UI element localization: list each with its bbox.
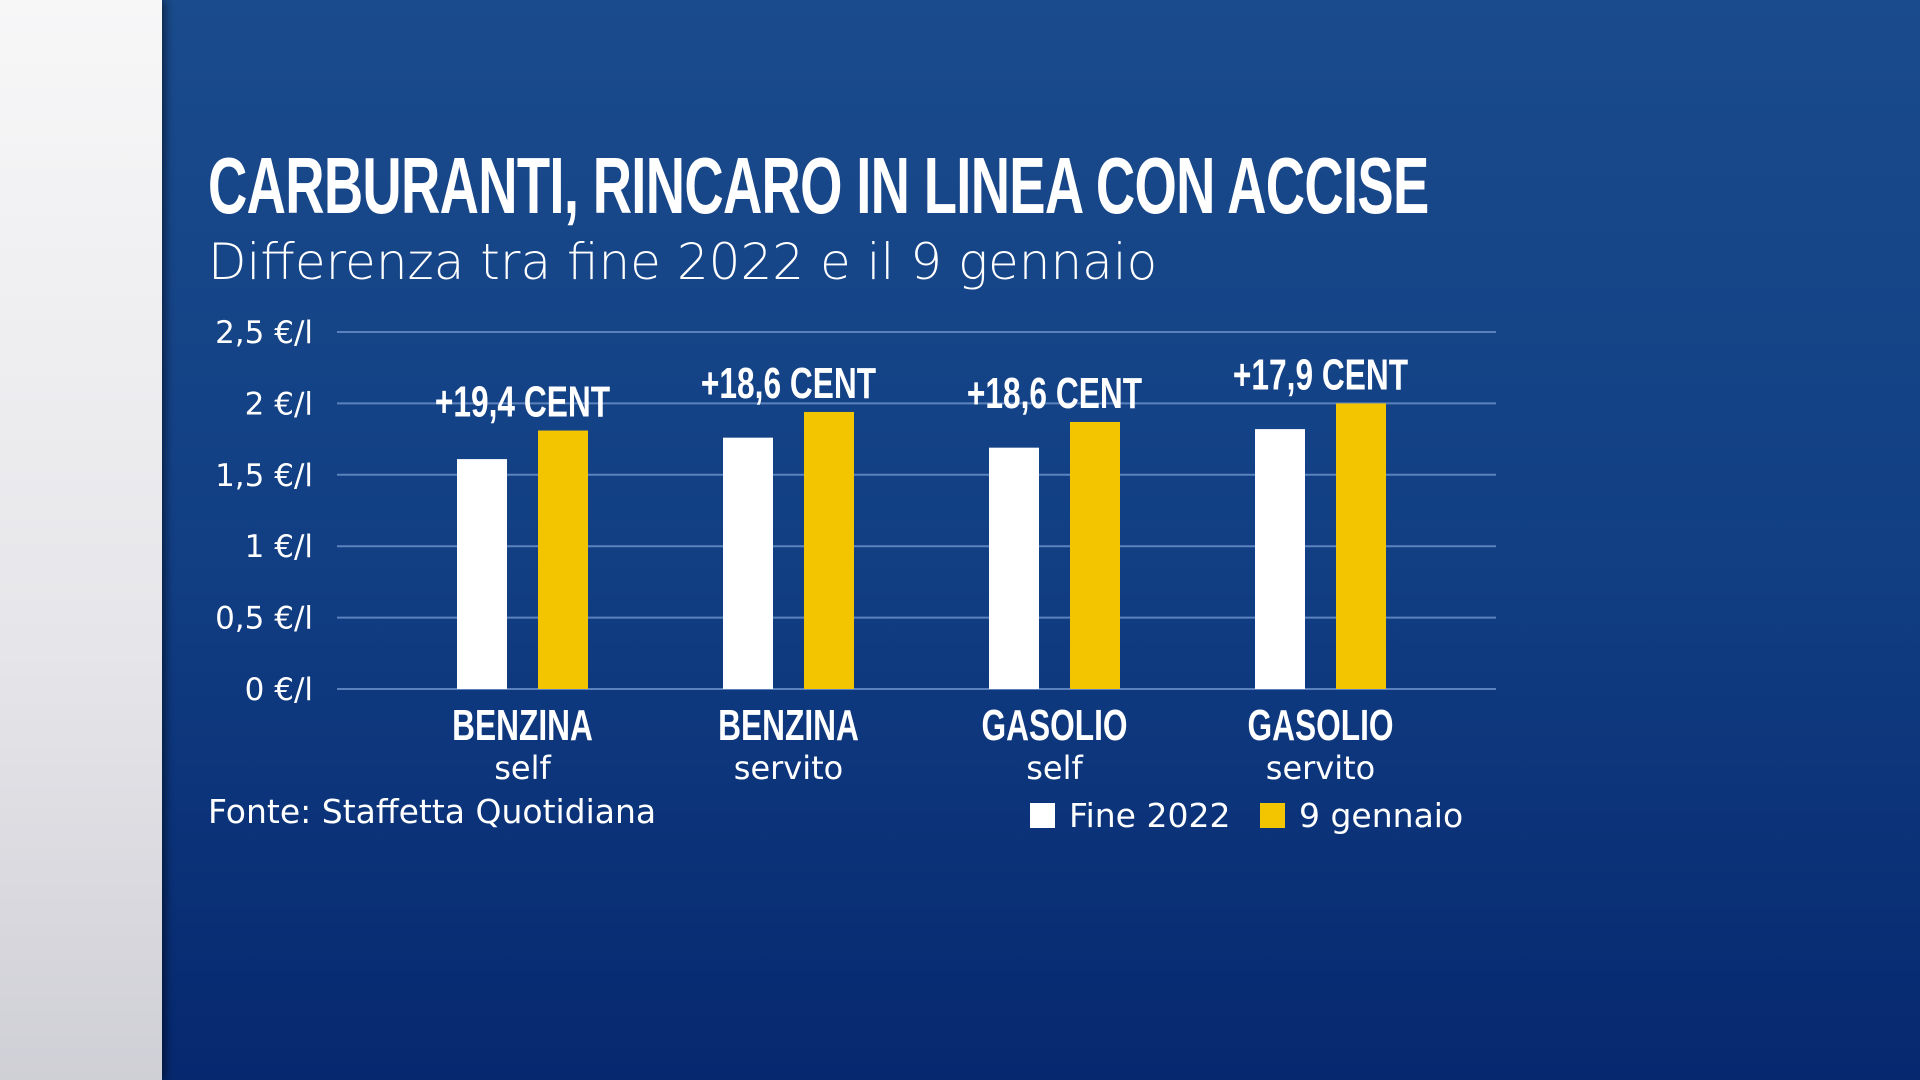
bar-fine-2022: [723, 437, 773, 689]
legend-swatch-yellow: [1260, 803, 1285, 828]
y-tick-label: 0,5 €/l: [215, 601, 313, 637]
category-sublabel: servito: [1266, 749, 1375, 787]
value-label: +18,6 CENT: [967, 369, 1142, 418]
category-sublabel: self: [494, 749, 551, 787]
source-note: Fonte: Staffetta Quotidiana: [208, 792, 657, 831]
bar-fine-2022: [457, 459, 507, 689]
category-sublabel: servito: [734, 749, 843, 787]
legend-label: Fine 2022: [1069, 796, 1231, 835]
legend-item-fine-2022: Fine 2022: [1030, 796, 1230, 835]
category-sublabel: self: [1026, 749, 1083, 787]
bar-9-gennaio: [1070, 421, 1120, 689]
legend-label: 9 gennaio: [1299, 796, 1464, 835]
category-label: GASOLIO: [981, 701, 1127, 750]
chart-title: CARBURANTI, RINCARO IN LINEA CON ACCISE: [208, 141, 1429, 230]
y-tick-label: 1,5 €/l: [215, 458, 313, 494]
bar-9-gennaio: [538, 430, 588, 689]
y-tick-label: 1 €/l: [245, 529, 313, 565]
category-label: BENZINA: [452, 701, 593, 750]
y-tick-label: 2,5 €/l: [215, 315, 313, 351]
left-panel: [0, 0, 162, 1080]
y-tick-label: 2 €/l: [245, 386, 313, 422]
category-label: GASOLIO: [1247, 701, 1393, 750]
bar-9-gennaio: [804, 411, 854, 689]
chart-subtitle: Differenza tra fine 2022 e il 9 gennaio: [208, 233, 1158, 291]
y-tick-label: 0 €/l: [245, 672, 313, 708]
legend-swatch-white: [1030, 803, 1055, 828]
bar-fine-2022: [1255, 429, 1305, 689]
value-label: +18,6 CENT: [701, 359, 876, 408]
category-label: BENZINA: [718, 701, 859, 750]
bar-9-gennaio: [1336, 403, 1386, 689]
value-label: +19,4 CENT: [435, 378, 610, 427]
bar-fine-2022: [989, 447, 1039, 689]
legend-item-9-gennaio: 9 gennaio: [1260, 796, 1463, 835]
value-label: +17,9 CENT: [1233, 350, 1408, 399]
